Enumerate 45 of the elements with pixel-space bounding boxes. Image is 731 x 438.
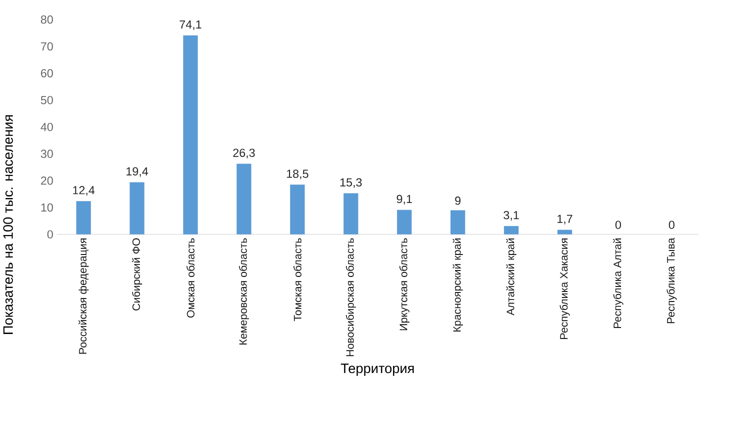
x-tick-label: Иркутская область bbox=[399, 238, 410, 330]
bar bbox=[397, 210, 412, 234]
y-tick-label: 0 bbox=[47, 230, 53, 238]
y-tick-label: 10 bbox=[41, 203, 53, 212]
x-tick-label: Новосибирская область bbox=[346, 238, 356, 356]
x-tick-label: Кемеровская область bbox=[238, 238, 249, 344]
x-tick-label: Республика Тыва bbox=[666, 238, 677, 323]
y-tick-label: 30 bbox=[40, 149, 53, 158]
data-label: 1,7 bbox=[558, 214, 572, 224]
x-tick-label: Алтайский край bbox=[506, 238, 516, 316]
bar bbox=[557, 230, 572, 234]
y-axis-title: Показатель на 100 тыс. населения bbox=[3, 115, 13, 334]
y-tick-label: 40 bbox=[40, 122, 53, 131]
bar bbox=[130, 182, 144, 234]
data-label: 0 bbox=[668, 220, 674, 229]
x-tick-label: Сибирский ФО bbox=[132, 238, 142, 310]
y-tick-label: 60 bbox=[41, 68, 53, 78]
x-tick-label: Красноярский край bbox=[452, 238, 463, 332]
x-tick-label: Томская область bbox=[293, 238, 302, 321]
bar bbox=[504, 226, 519, 234]
bar bbox=[290, 184, 305, 234]
data-label: 0 bbox=[615, 220, 622, 229]
x-tick-label: Российская федерация bbox=[78, 238, 89, 354]
bar bbox=[450, 210, 466, 234]
y-tick-label: 20 bbox=[40, 176, 53, 185]
data-label: 18,5 bbox=[286, 169, 308, 180]
y-tick-label: 50 bbox=[40, 96, 53, 104]
data-label: 9,1 bbox=[396, 194, 412, 204]
y-tick-label: 80 bbox=[40, 15, 53, 24]
y-tick-label: 70 bbox=[41, 42, 53, 50]
bar bbox=[344, 193, 358, 234]
x-tick-label: Республика Хакасия bbox=[560, 238, 570, 339]
data-label: 26,3 bbox=[233, 148, 255, 158]
x-tick-label: Омская область bbox=[186, 238, 194, 318]
bar bbox=[236, 164, 252, 234]
data-label: 3,1 bbox=[504, 210, 519, 220]
bar bbox=[183, 35, 198, 234]
x-tick-label: Республика Алтай bbox=[613, 238, 624, 328]
x-axis-title: Территория bbox=[340, 363, 414, 376]
data-label: 9 bbox=[455, 196, 461, 205]
data-label: 12,4 bbox=[73, 186, 95, 196]
data-label: 19,4 bbox=[126, 167, 148, 177]
data-label: 74,1 bbox=[180, 20, 202, 30]
data-label: 15,3 bbox=[340, 178, 362, 188]
bar bbox=[76, 200, 91, 234]
